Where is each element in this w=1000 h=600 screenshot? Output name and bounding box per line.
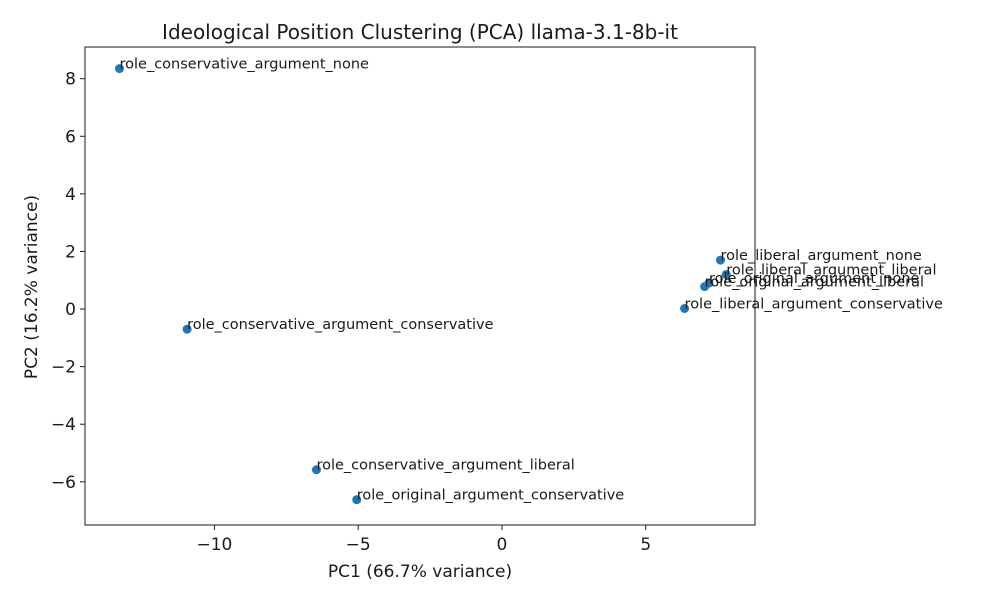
- x-axis-ticks: −10 −5 0 5: [196, 525, 651, 555]
- data-point: [700, 282, 710, 292]
- data-point: [115, 64, 125, 74]
- y-tick-label: 2: [65, 242, 76, 262]
- x-tick-label: 0: [497, 535, 508, 555]
- data-point: [182, 324, 192, 334]
- data-point: [715, 255, 725, 265]
- point-label: role_liberal_argument_liberal: [726, 262, 936, 278]
- data-point: [311, 465, 321, 475]
- data-point: [352, 495, 362, 505]
- y-axis-ticks: −6 −4 −2 0 2 4 6 8: [51, 70, 85, 493]
- x-tick-label: −5: [346, 535, 371, 555]
- point-label: role_original_argument_conservative: [357, 488, 625, 504]
- plot-frame: [84, 46, 756, 526]
- y-tick-label: −4: [51, 415, 76, 435]
- point-label: role_liberal_argument_conservative: [685, 296, 943, 312]
- y-tick-label: 0: [65, 300, 76, 320]
- point-label: role_liberal_argument_none: [720, 248, 921, 264]
- y-tick-label: 4: [65, 185, 76, 205]
- point-labels: role_conservative_argument_none role_libe…: [120, 57, 943, 504]
- chart-title: Ideological Position Clustering (PCA) ll…: [162, 20, 678, 44]
- point-label: role_conservative_argument_conservative: [187, 317, 494, 333]
- y-tick-label: −2: [51, 358, 76, 378]
- y-axis-label: PC2 (16.2% variance): [22, 195, 42, 379]
- x-tick-label: −10: [196, 535, 232, 555]
- point-label: role_conservative_argument_liberal: [316, 458, 574, 474]
- data-point: [680, 303, 690, 313]
- point-label: role_original_argument_none: [709, 271, 920, 287]
- data-point: [721, 269, 731, 279]
- y-tick-label: −6: [51, 473, 76, 493]
- y-tick-label: 6: [65, 127, 76, 147]
- y-tick-label: 8: [65, 70, 76, 90]
- data-points: [115, 64, 731, 505]
- x-axis-label: PC1 (66.7% variance): [328, 562, 512, 582]
- point-label: role_original_argument_liberal: [705, 275, 924, 291]
- x-tick-label: 5: [640, 535, 651, 555]
- point-label: role_conservative_argument_none: [120, 57, 370, 73]
